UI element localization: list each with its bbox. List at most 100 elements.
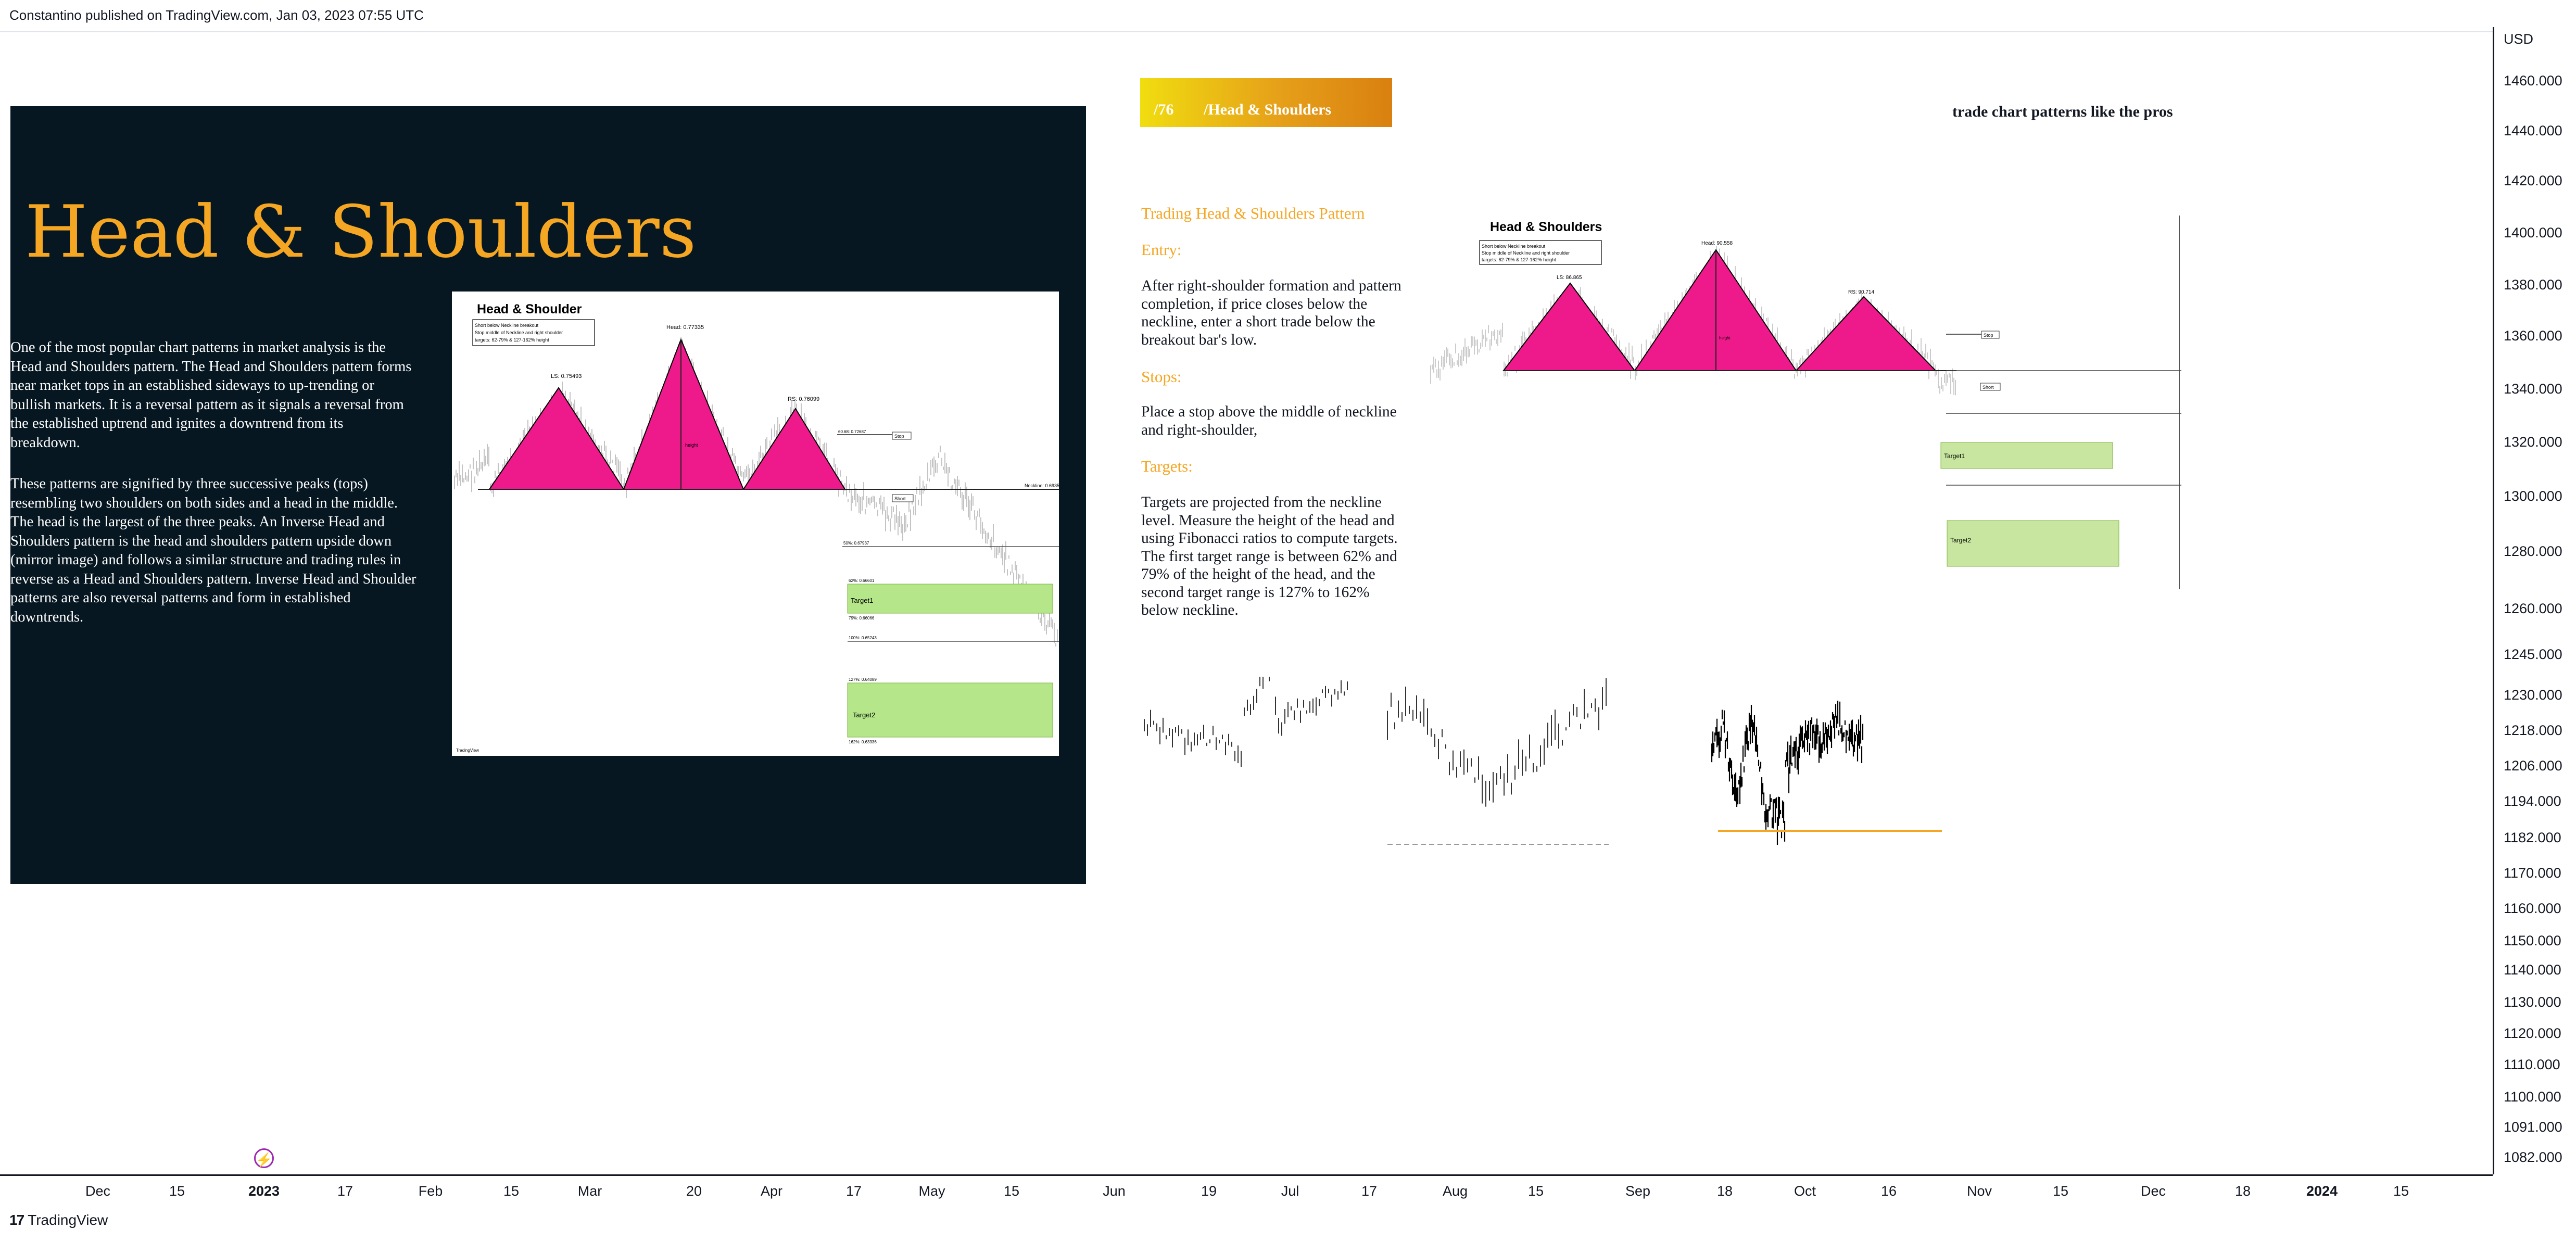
target1-label: Target1: [851, 597, 873, 604]
pattern-description-paragraph: These patterns are signified by three su…: [10, 476, 416, 625]
lightning-icon[interactable]: ⚡: [254, 1148, 274, 1168]
entry-text: After right-shoulder formation and patte…: [1141, 277, 1401, 348]
price-tick-label: 1170.000: [2504, 865, 2561, 881]
left-shoulder-label: LS: 86.865: [1557, 275, 1582, 281]
time-tick-label: 17: [1361, 1183, 1378, 1199]
price-tick-label: 1206.000: [2504, 758, 2562, 774]
note-line: targets: 62-79% & 127-162% height: [1482, 257, 1556, 262]
stop-tag: [892, 432, 912, 440]
time-tick-label: 17: [845, 1183, 862, 1199]
time-tick-label: 15: [2393, 1183, 2409, 1199]
time-tick-label: Feb: [418, 1183, 443, 1199]
right-shoulder-triangle: [1795, 296, 1937, 371]
price-tick-label: 1280.000: [2504, 543, 2562, 559]
publish-info: Constantino published on TradingView.com…: [9, 7, 424, 23]
thumb-logo: TradingView: [456, 748, 479, 753]
target1-zone: [1940, 442, 2113, 469]
price-tick-label: 1340.000: [2504, 381, 2562, 397]
fib-label: 50%: 0.67937: [843, 541, 869, 546]
time-tick-label: 2023: [248, 1183, 280, 1199]
left-shoulder-triangle: [488, 387, 625, 490]
example-chart-2: Head & Shoulders Short below Neckline br…: [1430, 216, 2181, 589]
fib-label: 127%: 0.64089: [849, 677, 877, 682]
time-tick-label: 17: [337, 1183, 353, 1199]
price-strip-3: [1711, 700, 1864, 845]
price-tick-label: 1230.000: [2504, 687, 2562, 703]
price-strip-2: [1387, 678, 1607, 807]
price-tick-label: 1320.000: [2504, 434, 2562, 450]
example-chart-1: Head & Shoulder Short below Neckline bre…: [454, 302, 1062, 753]
time-axis[interactable]: Dec 15 2023 17 Feb 15 Mar 20 Apr 17 May 15 Jun 19 Jul 1…: [0, 1174, 2493, 1202]
note-box: [472, 319, 595, 346]
height-label: height: [685, 442, 698, 448]
fib-label: 79%: 0.66066: [849, 616, 875, 620]
price-tick-label: 1082.000: [2504, 1149, 2562, 1165]
time-tick-label: 15: [1003, 1183, 1020, 1199]
target1-label: Target1: [1944, 452, 1965, 460]
note-line: targets: 62-79% & 127-162% height: [475, 337, 549, 343]
note-line: Short below Neckline breakout: [475, 323, 539, 328]
price-tick-label: 1091.000: [2504, 1119, 2562, 1135]
note-box: [1479, 240, 1602, 265]
price-tick-label: 1150.000: [2504, 933, 2561, 948]
time-tick-label: Apr: [760, 1183, 783, 1199]
stops-heading: Stops:: [1141, 368, 1182, 386]
price-tick-label: 1400.000: [2504, 225, 2562, 240]
time-tick-label: Jul: [1281, 1183, 1299, 1199]
time-tick-label: 15: [1527, 1183, 1544, 1199]
target2-label: Target2: [1950, 537, 1971, 544]
left-shoulder-label: LS: 0.75493: [551, 373, 582, 379]
short-tag: [1980, 383, 2001, 391]
target2-zone: [847, 682, 1053, 738]
head-shoulders-example-image-1[interactable]: Head & Shoulder Short below Neckline bre…: [452, 292, 1062, 756]
tradingview-logo: 17 TradingView: [9, 1212, 108, 1229]
header-bar: [0, 0, 2576, 32]
time-tick-label: 18: [2234, 1183, 2251, 1199]
time-tick-label: Dec: [85, 1183, 111, 1199]
head-label: Head: 90.558: [1701, 240, 1733, 246]
right-shoulder-label: RS: 90.714: [1848, 289, 1874, 295]
price-tick-label: 1440.000: [2504, 123, 2562, 138]
targets-text: Targets are projected from the neckline …: [1141, 494, 1398, 618]
tradingview-logo-icon: 17: [9, 1212, 24, 1228]
target2-zone: [1947, 520, 2119, 567]
stops-text: Place a stop above the middle of necklin…: [1141, 403, 1397, 438]
entry-heading: Entry:: [1141, 240, 1182, 259]
time-tick-label: Sep: [1625, 1183, 1651, 1199]
price-tick-label: 1300.000: [2504, 488, 2562, 504]
price-tick-label: 1160.000: [2504, 901, 2561, 916]
intro-paragraph: One of the most popular chart patterns i…: [10, 339, 412, 451]
note-line: Stop middle of Neckline and right should…: [475, 330, 563, 335]
head-triangle: [623, 338, 744, 490]
time-tick-label: Jun: [1103, 1183, 1126, 1199]
time-tick-label: 18: [1716, 1183, 1733, 1199]
stop-label: Stop: [1984, 333, 1993, 338]
target2-label: Target2: [853, 711, 875, 719]
price-tick-label: 1100.000: [2504, 1089, 2561, 1105]
time-tick-label: Aug: [1442, 1183, 1468, 1199]
time-tick-label: Nov: [1966, 1183, 1992, 1199]
head-shoulders-example-image-2[interactable]: Head & Shoulders Short below Neckline br…: [1415, 216, 2181, 589]
fib-label: 62%: 0.66601: [849, 578, 875, 583]
right-shoulder-triangle: [742, 408, 846, 490]
time-tick-label: 16: [1880, 1183, 1897, 1199]
time-tick-label: May: [918, 1183, 945, 1199]
price-tick-label: 1110.000: [2504, 1057, 2560, 1072]
left-shoulder-triangle: [1502, 282, 1636, 371]
fib-label: 100%: 0.65243: [849, 636, 877, 640]
slide-title: Head & Shoulders: [25, 190, 697, 274]
time-tick-label: Mar: [577, 1183, 602, 1199]
price-tick-label: 1194.000: [2504, 793, 2561, 809]
price-tick-label: 1218.000: [2504, 723, 2562, 738]
time-tick-label: 20: [686, 1183, 702, 1199]
price-tick-label: 1120.000: [2504, 1025, 2561, 1041]
time-tick-label: 15: [503, 1183, 520, 1199]
badge-title: /Head & Shoulders: [1204, 101, 1332, 118]
price-axis[interactable]: USD 1460.000 1440.000 1420.000 1400.000 1380…: [2493, 27, 2576, 1174]
price-tick-label: 1140.000: [2504, 962, 2561, 978]
time-tick-label: 19: [1201, 1183, 1217, 1199]
stop-tag: [1981, 331, 2000, 339]
height-label: height: [1719, 336, 1731, 340]
short-label: Short: [1982, 385, 1994, 390]
short-label: Short: [894, 496, 906, 501]
